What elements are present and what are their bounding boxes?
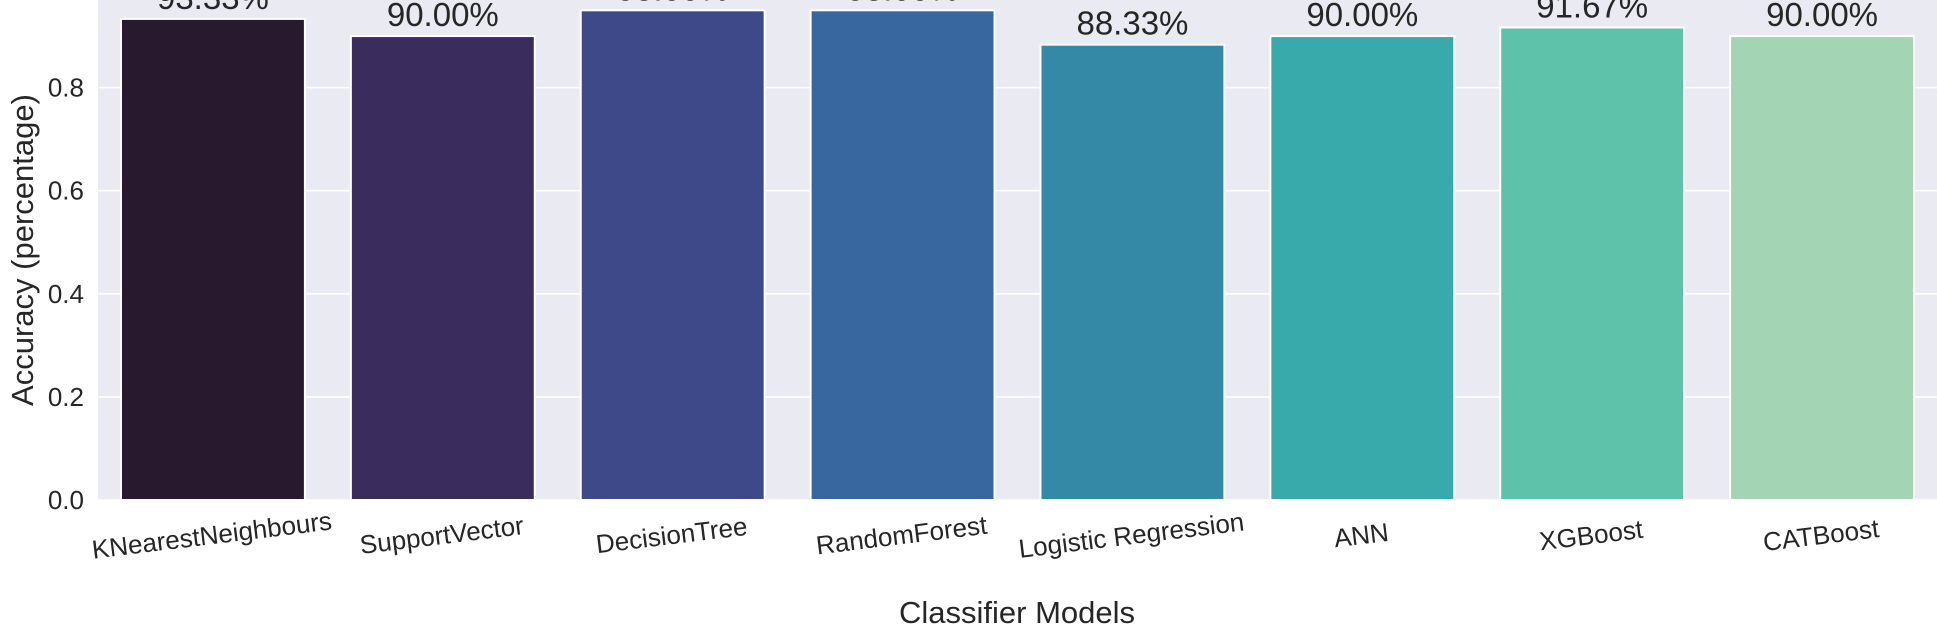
x-tick-label: KNearestNeighbours <box>90 505 333 564</box>
bar-randomforest <box>809 9 996 502</box>
bar-decisiontree <box>579 9 766 502</box>
data-label: 90.00% <box>387 0 499 33</box>
x-tick-label: ANN <box>1332 517 1390 553</box>
y-axis-title: Accuracy (percentage) <box>5 94 40 406</box>
data-label: 95.00% <box>617 0 729 7</box>
data-label: 93.33% <box>157 0 269 16</box>
bars <box>119 9 1916 502</box>
data-label: 90.00% <box>1306 0 1418 33</box>
y-tick-label: 0.2 <box>48 382 84 412</box>
bar-knearestneighbours <box>119 17 306 502</box>
bar-catboost <box>1729 35 1916 501</box>
y-tick-label: 0.6 <box>48 176 84 206</box>
x-tick-label: CATBoost <box>1761 513 1881 557</box>
data-labels: 93.33% 90.00% 95.00% 95.00% 88.33% 90.00% 91.6… <box>157 0 1878 42</box>
x-tick-label: DecisionTree <box>594 511 749 559</box>
bar-logistic-regression <box>1039 43 1226 501</box>
x-axis-title: Classifier Models <box>899 595 1135 630</box>
data-label: 88.33% <box>1076 5 1188 42</box>
bar-xgboost <box>1499 26 1686 502</box>
data-label: 95.00% <box>847 0 959 7</box>
y-tick-label: 0.8 <box>48 73 84 103</box>
y-tick-label: 0.4 <box>48 279 84 309</box>
data-label: 91.67% <box>1536 0 1648 24</box>
x-tick-label: Logistic Regression <box>1017 506 1246 563</box>
x-tick-label: XGBoost <box>1538 514 1646 557</box>
x-tick-label: SupportVector <box>358 510 526 560</box>
bar-supportvector <box>349 35 536 501</box>
bar-ann <box>1269 35 1456 501</box>
y-axis-ticks: 0.0 0.2 0.4 0.6 0.8 <box>48 73 84 515</box>
data-label: 90.00% <box>1766 0 1878 33</box>
y-tick-label: 0.0 <box>48 485 84 515</box>
x-tick-label: RandomForest <box>814 510 989 561</box>
x-axis-ticks: KNearestNeighbours SupportVector DecisionT… <box>90 505 1881 564</box>
